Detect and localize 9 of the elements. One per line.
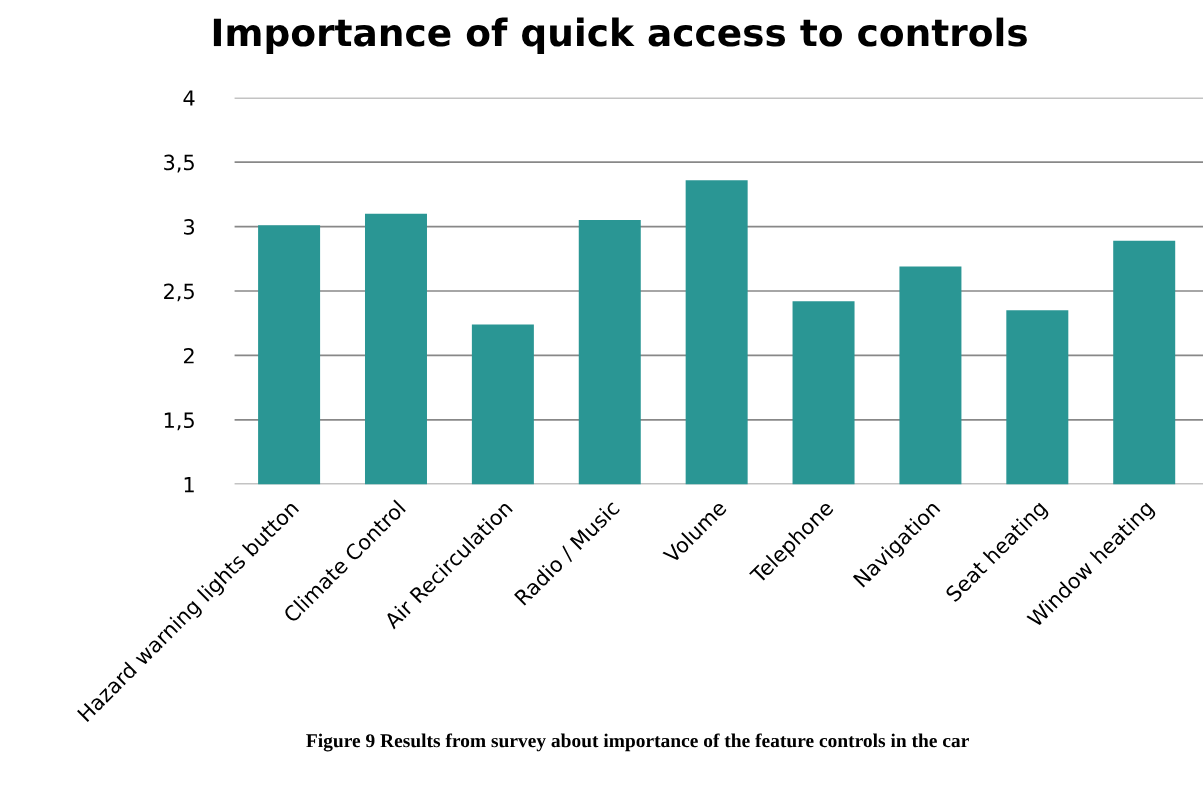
y-tick-label: 1,5	[164, 412, 194, 431]
chart-title: Importance of quick access to controls	[213, 17, 1027, 54]
y-tick-label: 4	[183, 90, 195, 106]
y-tick-label: 1	[184, 477, 194, 493]
y-tick-label: 3	[184, 219, 195, 235]
caption: Figure 9 Results from survey about importance of the feature controls in the car	[306, 733, 969, 752]
y-tick-label: 2	[183, 347, 194, 364]
y-tick-label: 2,5	[164, 283, 194, 302]
y-tick-label: 3,5	[164, 154, 194, 173]
